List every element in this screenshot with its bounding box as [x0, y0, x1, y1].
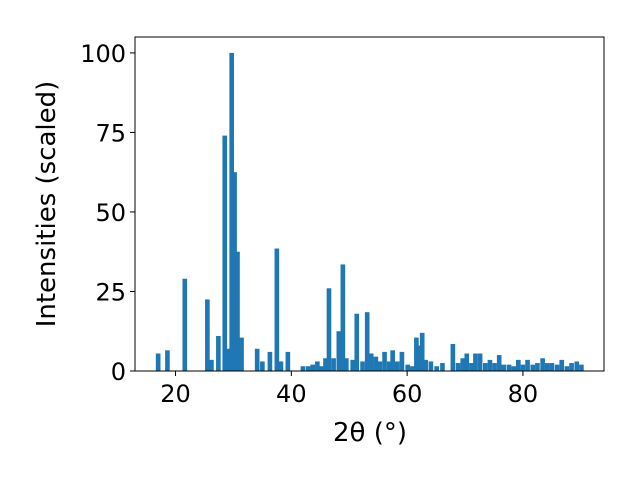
bar-group [155, 52, 584, 372]
bar [520, 364, 526, 371]
y-tick-label: 50 [95, 199, 126, 227]
bar [496, 355, 502, 371]
bar [423, 359, 428, 371]
bar [525, 359, 530, 371]
bar [464, 353, 470, 371]
bar [487, 359, 493, 371]
bar [574, 361, 580, 371]
x-axis-ticks: 20 40 60 80 [160, 371, 538, 408]
bar [229, 52, 235, 372]
bar [440, 363, 445, 371]
bar [434, 366, 439, 371]
y-axis-ticks: 0 25 50 75 100 [80, 40, 135, 386]
y-tick-label: 75 [95, 119, 126, 147]
bar [205, 299, 210, 371]
bar [336, 331, 342, 371]
bar [225, 348, 231, 371]
bar [373, 356, 379, 371]
bar [394, 361, 400, 371]
bar [414, 337, 419, 371]
bar [209, 359, 214, 371]
bar [232, 172, 237, 371]
x-tick-label: 60 [392, 380, 423, 408]
bar [354, 313, 360, 371]
bar [222, 135, 228, 371]
bar [559, 359, 565, 371]
bar [515, 359, 521, 371]
bar [419, 332, 425, 371]
bar [368, 353, 374, 371]
bar [235, 251, 240, 371]
bar [428, 361, 434, 371]
bar [544, 363, 550, 371]
bar [540, 358, 545, 371]
bar [477, 353, 483, 371]
bar [569, 363, 574, 371]
bar [350, 359, 356, 371]
bar [492, 363, 497, 371]
bar [323, 358, 328, 371]
bar [326, 288, 332, 371]
bar [469, 363, 474, 371]
x-tick-label: 80 [508, 380, 539, 408]
bar [506, 364, 512, 371]
bar [267, 351, 273, 371]
bar [377, 361, 383, 371]
bar [564, 366, 570, 371]
bar [501, 364, 507, 371]
bar [216, 336, 221, 371]
bar [530, 364, 536, 371]
y-tick-label: 0 [111, 358, 126, 386]
bar [285, 351, 291, 371]
bar [319, 366, 324, 371]
bar [579, 364, 584, 371]
bar [473, 353, 478, 371]
bar [360, 361, 365, 371]
bar [386, 361, 392, 371]
bar [549, 363, 555, 371]
x-tick-label: 40 [276, 380, 307, 408]
bar [511, 366, 516, 371]
bar [182, 278, 188, 371]
bar [482, 363, 488, 371]
bar [155, 353, 161, 371]
bar [450, 343, 456, 371]
bar [535, 363, 540, 371]
y-axis-label: Intensities (scaled) [32, 81, 62, 328]
bar [260, 361, 265, 371]
bar [165, 350, 170, 371]
x-tick-label: 20 [160, 380, 191, 408]
bar [305, 366, 311, 371]
bar [300, 366, 306, 371]
y-tick-label: 100 [80, 40, 126, 68]
bar [274, 248, 280, 371]
bar [239, 337, 244, 371]
bar [382, 351, 387, 371]
bar [340, 264, 346, 371]
bar [554, 364, 560, 371]
bar [410, 366, 415, 371]
bar [310, 364, 316, 371]
bar [344, 358, 349, 371]
bar [399, 351, 405, 371]
bar [390, 350, 395, 371]
bar [364, 312, 370, 371]
bar [254, 348, 260, 371]
bar [460, 358, 466, 371]
bar [331, 358, 336, 371]
bar [278, 361, 284, 371]
y-tick-label: 25 [95, 278, 126, 306]
x-axis-label: 2θ (°) [333, 418, 407, 448]
bar [416, 345, 422, 371]
bar [315, 361, 320, 371]
plot-frame [134, 36, 605, 372]
bar [405, 364, 411, 371]
bar [455, 363, 461, 371]
